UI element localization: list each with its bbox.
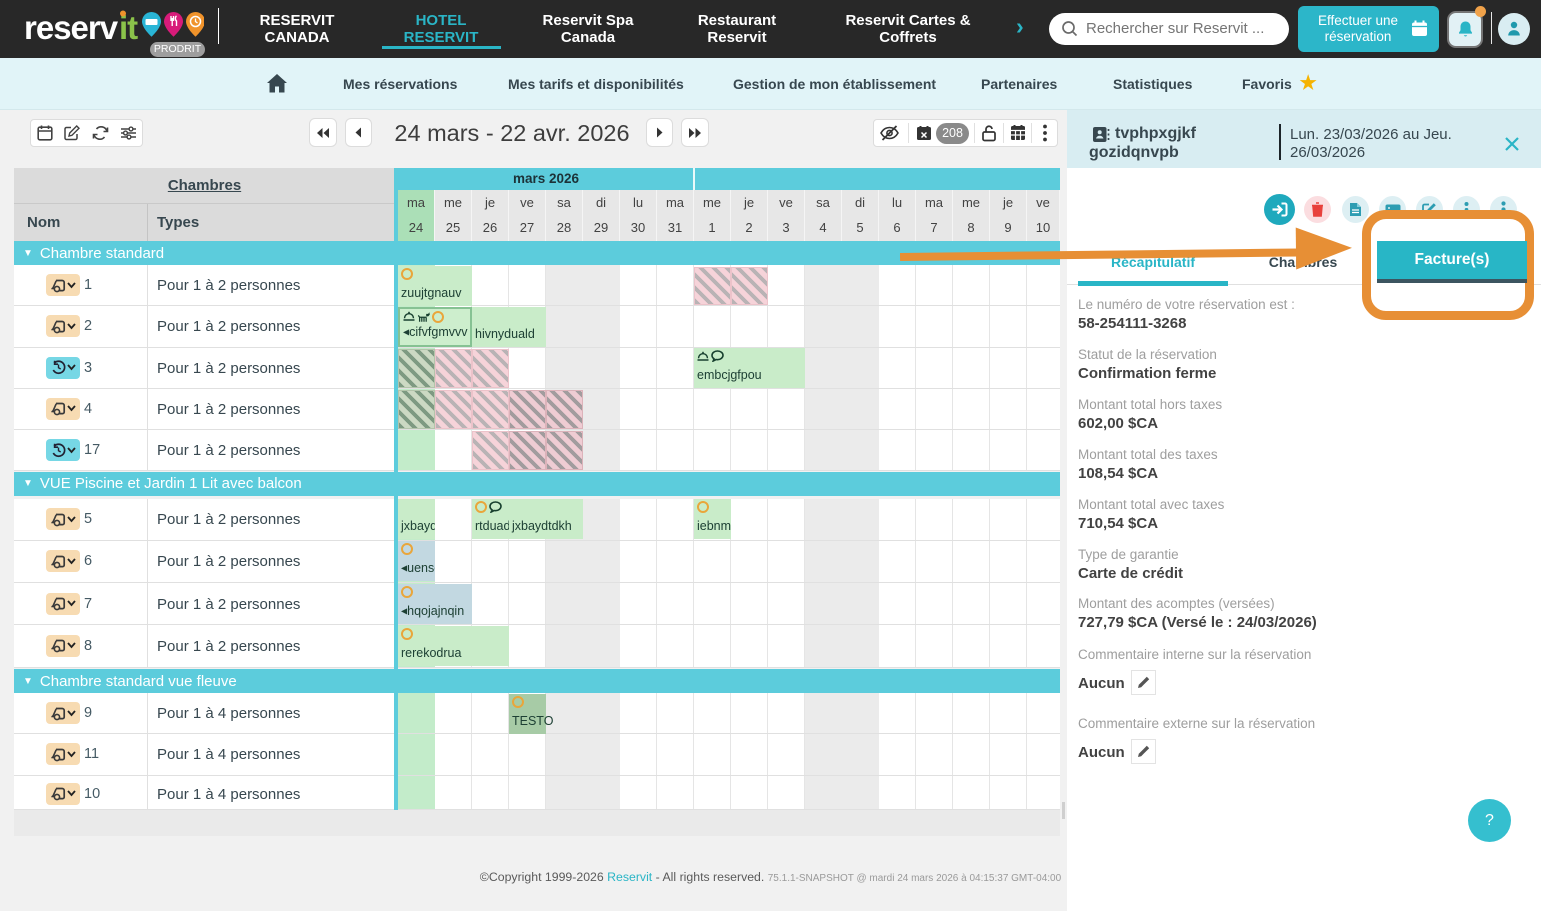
svg-text:reserv: reserv [24, 10, 119, 46]
svg-text:it: it [119, 10, 138, 46]
